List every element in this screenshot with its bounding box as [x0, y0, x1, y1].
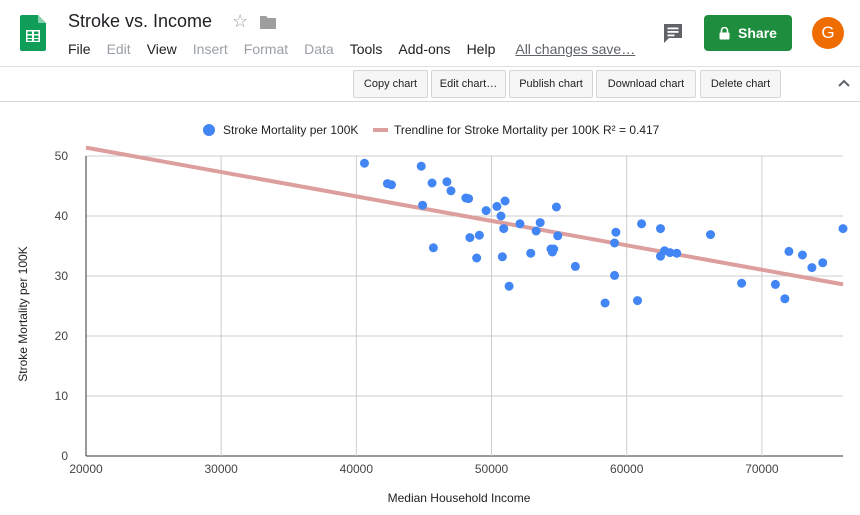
data-point: [504, 281, 514, 291]
star-icon[interactable]: ☆: [232, 11, 249, 31]
folder-icon[interactable]: [259, 14, 277, 30]
data-point: [611, 227, 621, 237]
data-point: [610, 270, 620, 280]
save-status[interactable]: All changes save…: [515, 41, 636, 57]
legend-marker-points: [203, 124, 215, 136]
menu-file[interactable]: File: [68, 41, 91, 57]
data-point: [784, 246, 794, 256]
x-tick-label: 20000: [69, 462, 103, 476]
document-title[interactable]: Stroke vs. Income: [68, 11, 213, 31]
data-point: [780, 294, 790, 304]
copy-chart-button[interactable]: Copy chart: [353, 70, 428, 98]
data-point: [633, 296, 643, 306]
x-tick-label: 50000: [475, 462, 509, 476]
data-point: [515, 219, 525, 229]
data-point: [418, 200, 428, 210]
share-label: Share: [738, 25, 777, 41]
lock-icon: [719, 26, 730, 39]
menu-edit[interactable]: Edit: [106, 41, 131, 57]
y-tick-label: 0: [61, 449, 68, 463]
legend-label-trendline: Trendline for Stroke Mortality per 100K …: [394, 123, 660, 137]
data-point: [474, 230, 484, 240]
data-point: [497, 252, 507, 262]
menu-insert[interactable]: Insert: [192, 41, 228, 57]
menu-view[interactable]: View: [146, 41, 177, 57]
data-point: [818, 258, 828, 268]
data-point: [838, 224, 848, 234]
app-header: Stroke vs. Income ☆ File Edit View Inser…: [0, 0, 860, 67]
data-point: [551, 202, 561, 212]
data-point: [797, 250, 807, 260]
avatar[interactable]: G: [812, 17, 844, 49]
data-point: [427, 178, 437, 188]
y-tick-label: 30: [55, 269, 69, 283]
data-point: [387, 180, 397, 190]
data-point: [472, 253, 482, 263]
publish-chart-button[interactable]: Publish chart: [509, 70, 593, 98]
data-point: [446, 186, 456, 196]
x-axis-label: Median Household Income: [388, 491, 531, 505]
data-point: [665, 248, 675, 258]
x-tick-label: 60000: [610, 462, 644, 476]
menu-data[interactable]: Data: [304, 41, 334, 57]
data-point: [359, 158, 369, 168]
scatter-chart[interactable]: 0 10 20 30 40 50 20000 30000 40000 50000 60000 7000…: [0, 102, 860, 515]
data-point: [706, 230, 716, 240]
data-point: [496, 211, 506, 221]
data-point: [499, 224, 509, 234]
data-point: [492, 201, 502, 211]
menu-format[interactable]: Format: [243, 41, 289, 57]
menu-tools[interactable]: Tools: [349, 41, 383, 57]
data-point: [526, 248, 536, 258]
grid: [85, 155, 843, 457]
x-tick-label: 30000: [204, 462, 238, 476]
data-point: [531, 226, 541, 236]
x-tick-label: 40000: [340, 462, 374, 476]
download-chart-button[interactable]: Download chart: [596, 70, 696, 98]
data-point: [770, 279, 780, 289]
edit-chart-button[interactable]: Edit chart…: [431, 70, 506, 98]
sheets-logo[interactable]: [20, 15, 46, 51]
data-point: [549, 244, 559, 254]
data-point: [428, 243, 438, 253]
data-point: [672, 248, 682, 258]
data-point: [656, 224, 666, 234]
y-axis-label: Stroke Mortality per 100K: [16, 246, 30, 381]
data-point: [553, 231, 563, 241]
data-point: [600, 298, 610, 308]
data-point: [807, 263, 817, 273]
y-tick-label: 10: [55, 389, 69, 403]
chart-toolbar: Copy chart Edit chart… Publish chart Dow…: [0, 67, 860, 102]
data-point: [442, 177, 452, 187]
x-tick-label: 70000: [745, 462, 779, 476]
comment-icon[interactable]: [662, 22, 684, 44]
chevron-up-icon[interactable]: [836, 75, 852, 91]
menu-bar: File Edit View Insert Format Data Tools …: [68, 41, 651, 57]
y-tick-label: 20: [55, 329, 69, 343]
data-point: [535, 218, 545, 228]
menu-addons[interactable]: Add-ons: [398, 41, 451, 57]
data-point: [570, 261, 580, 271]
data-point: [637, 219, 647, 229]
legend-label-points: Stroke Mortality per 100K: [223, 123, 358, 137]
data-point: [610, 238, 620, 248]
share-button[interactable]: Share: [704, 15, 792, 51]
axes: 0 10 20 30 40 50 20000 30000 40000 50000 60000 7000…: [55, 149, 779, 476]
data-point: [464, 194, 474, 204]
legend: Stroke Mortality per 100K Trendline for …: [203, 123, 660, 137]
delete-chart-button[interactable]: Delete chart: [700, 70, 781, 98]
y-tick-label: 50: [55, 149, 69, 163]
data-point: [416, 161, 426, 171]
data-point: [500, 196, 510, 206]
data-point: [465, 233, 475, 243]
trendline: [85, 145, 844, 287]
menu-help[interactable]: Help: [466, 41, 496, 57]
data-point: [737, 278, 747, 288]
data-point: [481, 206, 491, 216]
y-tick-label: 40: [55, 209, 69, 223]
data-points: [359, 158, 848, 308]
